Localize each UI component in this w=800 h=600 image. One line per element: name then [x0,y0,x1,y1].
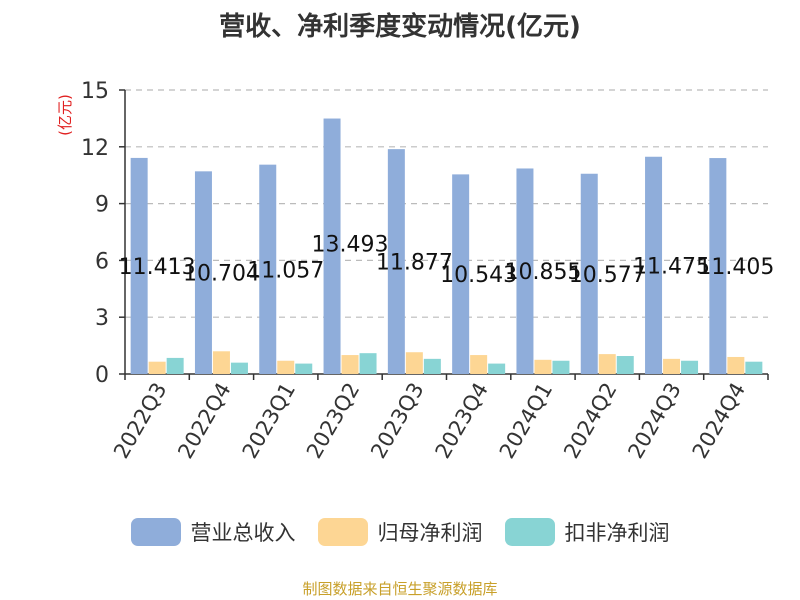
legend-item[interactable]: 营业总收入 [130,517,296,547]
bar [681,360,699,374]
y-tick-label: 12 [81,136,109,161]
bar [341,355,359,374]
legend-swatch [317,518,368,546]
bar [387,149,405,374]
y-tick-label: 0 [95,363,109,388]
bar [516,168,534,374]
bar [727,356,745,374]
chart-title: 营收、净利季度变动情况(亿元) [219,12,581,42]
data-label: 11.413 [119,255,196,280]
bar [194,171,212,374]
bar [598,354,616,374]
x-tick-label: 2023Q2 [302,379,364,463]
bar [359,353,377,374]
bar [645,156,663,374]
bar [405,352,423,374]
bar [709,158,727,374]
x-tick-label: 2023Q3 [366,379,428,463]
bar [277,360,295,374]
bar [148,361,166,374]
bar [616,356,634,374]
x-tick-label: 2022Q4 [173,379,235,463]
legend-label: 营业总收入 [190,521,296,545]
x-tick-label: 2023Q4 [431,379,493,463]
data-label: 10.543 [440,263,517,288]
data-label: 10.577 [569,263,646,288]
y-axis-label: (亿元) [56,94,74,136]
bar [212,351,230,374]
data-label: 13.493 [312,233,389,258]
legend-label: 扣非净利润 [564,521,670,545]
y-tick-label: 3 [95,306,109,331]
bar [259,164,277,374]
data-label: 11.405 [697,255,774,280]
x-tick-label: 2024Q4 [688,379,750,463]
data-label: 10.855 [504,260,581,285]
x-tick-label: 2024Q3 [623,379,685,463]
bar [295,363,313,374]
bar [552,360,570,374]
data-label: 11.877 [376,251,453,276]
data-label: 11.475 [633,254,710,279]
legend-swatch [130,518,181,546]
source-footer: 制图数据来自恒生聚源数据库 [302,580,498,598]
y-tick-label: 9 [95,193,109,218]
data-label: 10.704 [183,262,260,287]
bar [323,118,341,374]
bar [534,359,552,374]
bar [130,157,148,374]
legend-label: 归母净利润 [377,521,483,545]
bar [423,358,441,374]
bar [488,363,506,374]
x-tick-label: 2022Q3 [109,379,171,463]
x-tick-label: 2024Q2 [559,379,621,463]
y-tick-label: 6 [95,249,109,274]
bar [663,358,681,374]
x-tick-label: 2023Q1 [238,379,300,463]
bar [230,362,248,374]
bar [166,357,184,374]
legend: 营业总收入 归母净利润 扣非净利润 [0,517,800,547]
data-label: 11.057 [247,258,324,283]
legend-swatch [504,518,555,546]
x-tick-label: 2024Q1 [495,379,557,463]
bar [745,361,763,374]
bar [580,173,598,374]
legend-item[interactable]: 归母净利润 [317,517,483,547]
legend-item[interactable]: 扣非净利润 [504,517,670,547]
bar [452,174,470,374]
y-tick-label: 15 [81,79,109,104]
bar [470,355,488,374]
